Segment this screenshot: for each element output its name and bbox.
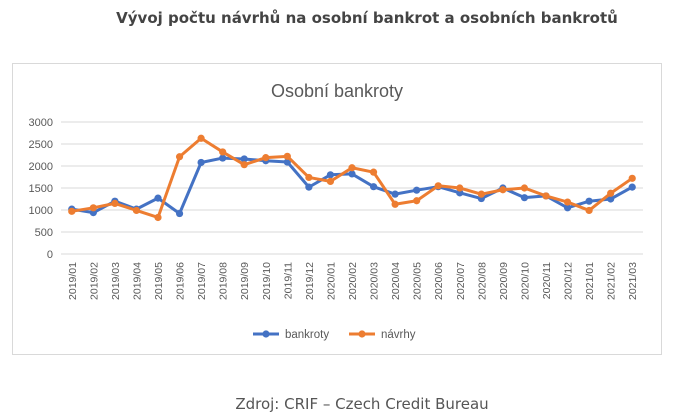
x-tick-label: 2019/03: [110, 262, 122, 300]
data-point: [413, 197, 421, 205]
data-point: [628, 183, 636, 191]
x-tick-label: 2021/03: [627, 262, 639, 300]
data-point: [391, 200, 399, 208]
data-point: [520, 194, 529, 202]
data-point: [456, 184, 464, 192]
data-point: [434, 182, 442, 190]
legend: bankroty návrhy: [253, 329, 416, 341]
data-point: [305, 183, 313, 191]
data-point: [348, 164, 356, 172]
x-tick-label: 2019/01: [67, 262, 79, 300]
x-tick-label: 2019/04: [131, 262, 143, 300]
data-point: [219, 154, 227, 162]
source-caption: Zdroj: CRIF – Czech Credit Bureau: [235, 395, 489, 413]
x-tick-label: 2019/10: [261, 262, 273, 300]
data-point: [219, 148, 227, 156]
x-tick-label: 2020/08: [476, 262, 488, 300]
series-1: [68, 134, 636, 222]
data-point: [175, 153, 184, 161]
x-tick-label: 2020/01: [325, 262, 337, 300]
y-tick-label: 3000: [29, 117, 53, 129]
x-tick-label: 2019/05: [153, 262, 165, 300]
x-tick-label: 2020/10: [519, 262, 531, 300]
data-point: [326, 177, 335, 185]
data-point: [563, 198, 572, 206]
data-point: [391, 190, 399, 198]
x-tick-label: 2019/11: [282, 262, 294, 299]
data-point: [628, 174, 636, 182]
x-tick-label: 2020/11: [541, 262, 553, 299]
chart-frame: Osobní bankroty 0 500 1000 1500 2000 2500 3000…: [12, 63, 662, 355]
data-point: [154, 213, 162, 222]
data-point: [607, 189, 615, 197]
x-tick-label: 2019/07: [196, 262, 208, 300]
y-tick-label: 1000: [29, 205, 53, 217]
data-point: [413, 186, 421, 194]
data-point: [520, 184, 529, 192]
data-point: [542, 192, 550, 200]
x-tick-label: 2019/12: [304, 262, 316, 300]
x-tick-label: 2020/03: [369, 262, 381, 300]
legend-marker: [358, 330, 366, 338]
y-tick-label: 0: [47, 249, 53, 261]
data-point: [262, 154, 270, 162]
x-tick-label: 2020/02: [347, 262, 359, 300]
x-tick-label: 2020/09: [498, 262, 510, 300]
data-point: [240, 155, 248, 163]
data-point: [132, 206, 141, 215]
x-tick-label: 2020/07: [455, 262, 467, 300]
x-tick-label: 2021/01: [584, 262, 596, 300]
x-axis-tick-labels: 2019/01 2019/02 2019/03 2019/04 2019/05 2019/…: [67, 262, 639, 300]
series-lines: [68, 134, 636, 222]
data-point: [283, 152, 291, 160]
legend-marker: [262, 330, 270, 338]
y-axis-tick-labels: 0 500 1000 1500 2000 2500 3000: [29, 117, 53, 261]
y-tick-label: 2000: [29, 161, 53, 173]
y-tick-label: 500: [35, 227, 53, 239]
page-heading: Vývoj počtu návrhů na osobní bankrot a o…: [116, 9, 618, 27]
x-tick-label: 2019/09: [239, 262, 251, 300]
x-tick-label: 2020/12: [563, 262, 575, 300]
legend-item: bankroty: [253, 329, 329, 341]
y-tick-label: 2500: [29, 139, 53, 151]
data-point: [175, 209, 184, 218]
data-point: [585, 206, 593, 215]
gridlines: [61, 121, 643, 255]
line-chart: Osobní bankroty 0 500 1000 1500 2000 2500 3000…: [29, 81, 643, 341]
x-tick-label: 2020/06: [433, 262, 445, 300]
data-point: [348, 170, 356, 178]
x-tick-label: 2021/02: [606, 262, 618, 300]
x-tick-label: 2019/02: [88, 262, 100, 300]
series-line: [71, 136, 634, 219]
x-tick-label: 2020/05: [412, 262, 424, 300]
chart-title: Osobní bankroty: [271, 81, 403, 101]
x-tick-label: 2020/04: [390, 262, 402, 300]
data-point: [305, 173, 313, 182]
x-tick-label: 2019/06: [175, 262, 187, 300]
legend-label: návrhy: [381, 329, 416, 341]
data-point: [369, 168, 378, 176]
data-point: [563, 204, 572, 212]
data-point: [240, 161, 248, 169]
series-0: [68, 154, 636, 218]
data-point: [197, 158, 205, 167]
data-point: [283, 158, 291, 166]
data-point: [154, 194, 162, 202]
data-point: [477, 190, 485, 198]
data-point: [585, 197, 593, 205]
data-point: [111, 199, 119, 207]
y-tick-label: 1500: [29, 183, 53, 195]
data-point: [369, 183, 378, 191]
data-point: [607, 195, 615, 203]
data-point: [89, 204, 97, 212]
data-point: [197, 134, 205, 142]
data-point: [499, 186, 507, 194]
legend-label: bankroty: [285, 329, 329, 341]
data-point: [68, 207, 76, 215]
data-point: [326, 171, 335, 179]
legend-item: návrhy: [349, 329, 416, 341]
x-tick-label: 2019/08: [218, 262, 230, 300]
